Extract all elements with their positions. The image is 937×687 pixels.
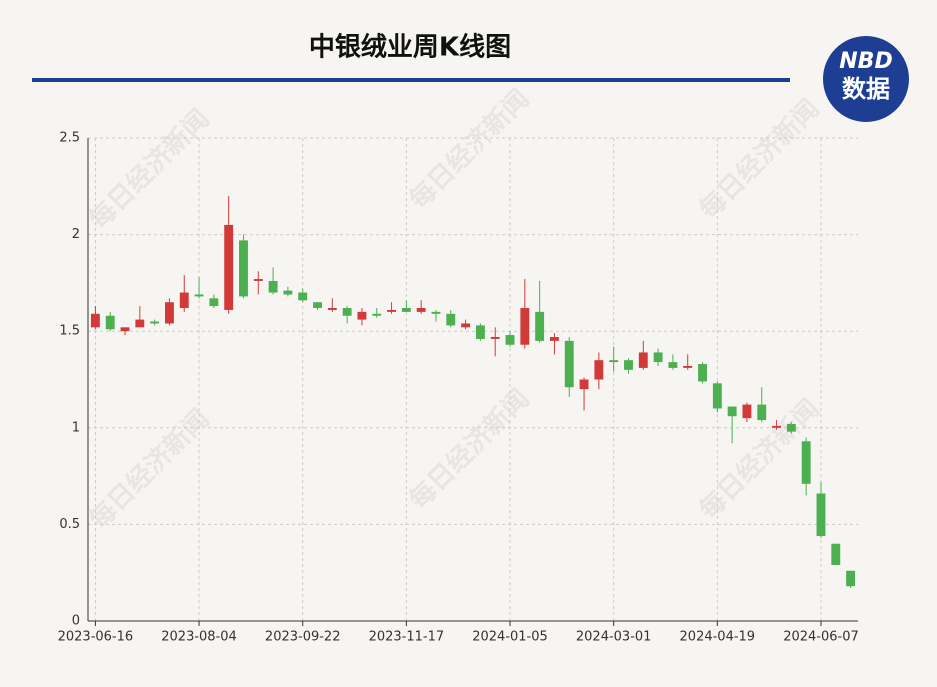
logo-badge [823,36,909,122]
y-tick-label: 1.5 [59,324,80,339]
candle-body [757,404,767,421]
candle-body [831,543,841,565]
candle-body [624,360,633,370]
logo-bottom: 数据 [842,75,890,103]
candle-body [742,404,752,419]
candle-body [653,352,663,363]
y-tick-label: 2 [72,227,80,242]
candle-body [727,406,737,417]
candle-body [372,313,382,316]
candle-body [772,425,781,428]
candle-body [135,319,145,328]
candle-body [209,298,219,307]
candle-body [520,308,530,345]
candle-body [327,308,337,310]
candle-body [579,379,589,390]
y-tick-label: 2.5 [59,131,80,146]
candle-body [165,302,174,324]
title-rule [32,78,790,82]
x-tick-label: 2023-09-22 [265,630,341,645]
candle-body [224,224,234,310]
y-tick-label: 0.5 [59,517,80,532]
candle-body [431,311,441,314]
x-tick-label: 2023-11-17 [369,630,445,645]
x-tick-label: 2024-01-05 [472,630,548,645]
candle-body [150,321,160,324]
candle-body [298,292,308,301]
candle-body [846,570,856,587]
candle-body [505,335,515,345]
candle-body [194,294,204,297]
candle-body [446,313,456,326]
candle-body [712,383,722,409]
candle-body [816,493,826,536]
candle-body [801,441,811,484]
candle-body [268,280,278,293]
candle-body [401,308,411,312]
candle-body [105,315,115,330]
candle-body [253,279,263,281]
x-tick-label: 2023-06-16 [58,630,134,645]
candle-body [120,327,130,332]
candle-body [683,365,693,368]
candle-body [179,292,189,309]
candle-body [535,311,545,341]
chart-title: 中银绒业周K线图 [309,32,511,63]
logo-top: NBD [839,49,892,74]
candle-body [283,290,293,295]
candle-body [564,340,574,388]
candle-body [668,362,678,368]
candle-body [698,364,707,382]
candle-body [342,308,352,316]
candle-body [609,360,619,363]
candle-body [357,311,367,320]
candle-body [387,309,396,312]
candle-body [594,360,604,380]
y-tick-label: 1 [72,420,80,435]
candle-body [638,352,648,368]
candle-body [416,308,426,312]
candle-body [239,240,248,297]
candle-body [461,323,471,328]
candle-body [786,423,796,432]
candle-body [313,302,322,309]
candle-body [90,313,100,328]
x-tick-label: 2024-04-19 [680,630,756,645]
x-tick-label: 2023-08-04 [161,630,237,645]
x-tick-label: 2024-03-01 [576,630,652,645]
candle-body [475,325,485,339]
x-tick-label: 2024-06-07 [783,630,859,645]
y-tick-label: 0 [72,614,80,629]
candle-body [550,336,559,341]
candle-body [490,336,500,339]
